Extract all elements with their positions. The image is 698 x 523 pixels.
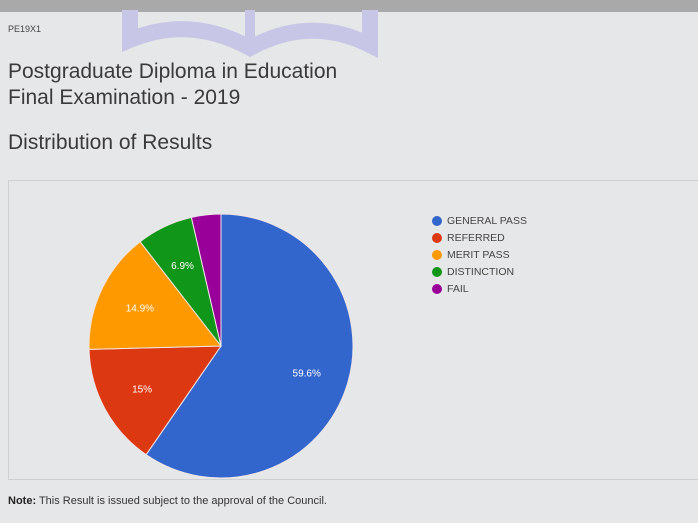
- pie-chart: 59.6% 15% 14.9% 6.9%: [88, 213, 354, 479]
- slice-label: 15%: [132, 385, 152, 396]
- section-title: Distribution of Results: [8, 131, 213, 154]
- pie-slice-referred: [88, 345, 222, 456]
- pie-slice-general-pass: [145, 213, 354, 479]
- legend-dot-icon: [432, 215, 442, 226]
- legend-label: DISTINCTION: [447, 265, 515, 278]
- legend-dot-icon: [432, 232, 442, 243]
- pie-slice-fail: [190, 213, 222, 347]
- legend-item: FAIL: [432, 280, 527, 297]
- chart-container: [8, 180, 698, 480]
- title-line-1: Postgraduate Diploma in Education: [8, 60, 338, 83]
- page-title: Postgraduate Diploma in Education Final …: [8, 59, 337, 111]
- chart-legend: GENERAL PASS REFERRED MERIT PASS DISTINCTIO…: [432, 212, 527, 297]
- legend-item: DISTINCTION: [432, 263, 527, 280]
- footer-note: Note: This Result is issued subject to t…: [8, 495, 327, 507]
- top-bar: [0, 0, 698, 12]
- legend-item: MERIT PASS: [432, 246, 527, 263]
- exam-code: PE19X1: [8, 24, 42, 34]
- book-watermark-icon: [122, 10, 378, 58]
- legend-dot-icon: [432, 266, 442, 277]
- slice-label: 59.6%: [293, 369, 321, 380]
- legend-label: REFERRED: [447, 231, 505, 244]
- pie-slice-merit-pass: [88, 240, 223, 350]
- legend-label: MERIT PASS: [447, 248, 510, 261]
- note-label: Note:: [8, 495, 37, 507]
- title-line-2: Final Examination - 2019: [8, 86, 241, 109]
- legend-dot-icon: [432, 249, 442, 260]
- legend-label: GENERAL PASS: [447, 214, 527, 227]
- note-text: This Result is issued subject to the app…: [36, 495, 327, 507]
- legend-item: REFERRED: [432, 229, 527, 246]
- legend-label: FAIL: [447, 282, 469, 295]
- legend-item: GENERAL PASS: [432, 212, 527, 229]
- slice-label: 6.9%: [171, 261, 194, 272]
- legend-dot-icon: [432, 283, 442, 294]
- slice-label: 14.9%: [126, 304, 154, 315]
